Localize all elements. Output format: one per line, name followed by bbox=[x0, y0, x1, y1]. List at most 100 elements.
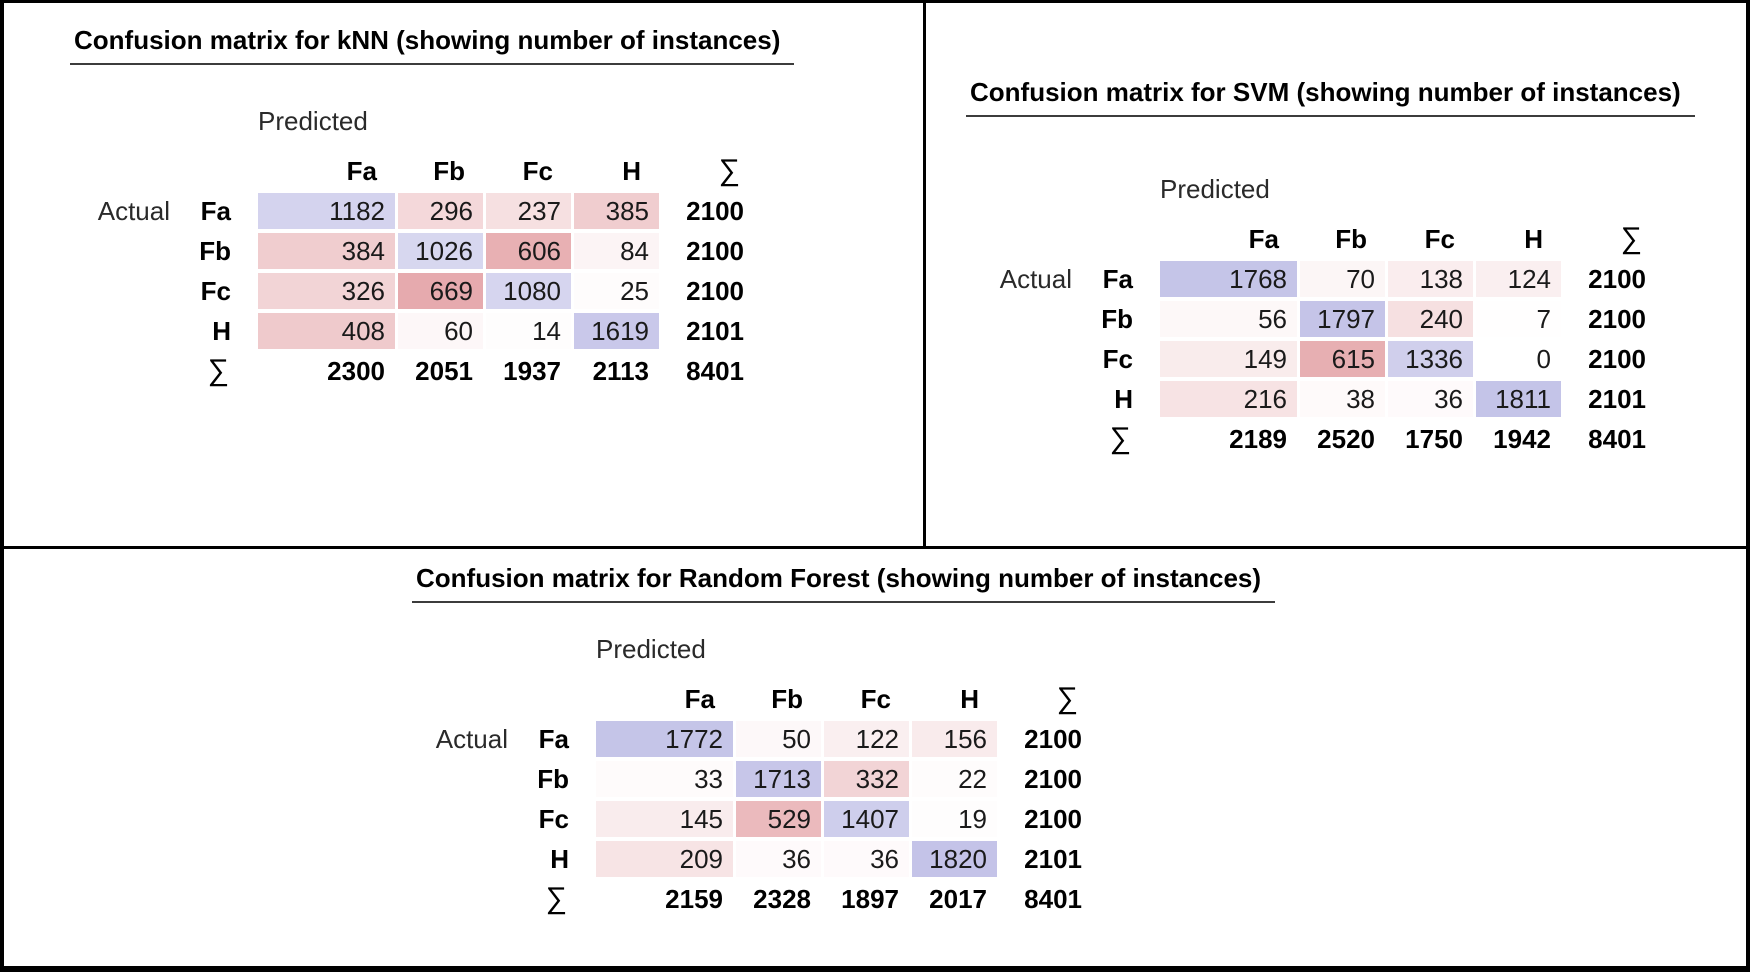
matrix-cell: 1797 bbox=[1300, 301, 1385, 337]
predicted-axis-label: Predicted bbox=[258, 106, 368, 136]
row-total-cell: 2100 bbox=[1588, 343, 1646, 374]
row-total-cell: 2100 bbox=[1024, 723, 1082, 754]
row-header-fb: Fb bbox=[1101, 303, 1133, 334]
col-header-h: H bbox=[1524, 223, 1543, 254]
spacer bbox=[990, 381, 1078, 417]
spacer bbox=[426, 801, 514, 837]
sum-column-header: ∑ bbox=[1056, 682, 1078, 715]
col-header-fb: Fb bbox=[433, 155, 465, 186]
spacer bbox=[88, 273, 176, 309]
matrix-cell: 296 bbox=[398, 193, 483, 229]
matrix-cell: 38 bbox=[1300, 381, 1385, 417]
matrix-cell: 1820 bbox=[912, 841, 997, 877]
sum-row-header: ∑ bbox=[1109, 422, 1131, 455]
matrix-cell: 14 bbox=[486, 313, 571, 349]
panel-knn-confusion-matrix: Confusion matrix for kNN (showing number… bbox=[4, 3, 923, 546]
predicted-axis-label: Predicted bbox=[1160, 174, 1270, 204]
column-total-cell: 2017 bbox=[929, 883, 987, 914]
row-total-cell: 2100 bbox=[686, 195, 744, 226]
row-total-cell: 2101 bbox=[686, 315, 744, 346]
spacer bbox=[426, 881, 514, 917]
matrix-cell: 19 bbox=[912, 801, 997, 837]
row-total-cell: 2100 bbox=[686, 275, 744, 306]
row-total-cell: 2101 bbox=[1024, 843, 1082, 874]
matrix-cell: 606 bbox=[486, 233, 571, 269]
matrix-cell: 36 bbox=[736, 841, 821, 877]
sum-column-header: ∑ bbox=[718, 154, 740, 187]
spacer bbox=[990, 221, 1078, 257]
matrix-cell: 145 bbox=[596, 801, 733, 837]
col-header-fb: Fb bbox=[1335, 223, 1367, 254]
col-header-fc: Fc bbox=[1424, 223, 1455, 254]
matrix-cell: 1407 bbox=[824, 801, 909, 837]
svm-matrix-title: Confusion matrix for SVM (showing number… bbox=[966, 77, 1695, 117]
svm-matrix-grid: Fa Fb Fc H ∑ Actual Fa 1768 70 138 124 2100 Fb 56 1797… bbox=[990, 221, 1656, 457]
column-total-cell: 2520 bbox=[1317, 423, 1375, 454]
spacer bbox=[426, 681, 514, 717]
matrix-cell: 70 bbox=[1300, 261, 1385, 297]
matrix-cell: 36 bbox=[1388, 381, 1473, 417]
matrix-cell: 156 bbox=[912, 721, 997, 757]
panel-random-forest-confusion-matrix: Confusion matrix for Random Forest (show… bbox=[4, 549, 1746, 966]
column-total-cell: 1897 bbox=[841, 883, 899, 914]
row-total-cell: 2100 bbox=[1024, 763, 1082, 794]
col-header-fa: Fa bbox=[1248, 223, 1279, 254]
random-forest-matrix: Predicted Fa Fb Fc H ∑ Actual Fa 1772 50 122 156 21… bbox=[426, 635, 1092, 917]
column-total-cell: 2328 bbox=[753, 883, 811, 914]
matrix-cell: 209 bbox=[596, 841, 733, 877]
knn-matrix: Predicted Fa Fb Fc H ∑ Actual Fa 1182 296 237 385 2… bbox=[88, 107, 754, 389]
row-header-fc: Fc bbox=[1102, 343, 1133, 374]
grand-total-cell: 8401 bbox=[686, 355, 744, 386]
row-total-cell: 2100 bbox=[1588, 303, 1646, 334]
actual-axis-label: Actual bbox=[435, 723, 508, 754]
matrix-cell: 50 bbox=[736, 721, 821, 757]
matrix-cell: 1619 bbox=[574, 313, 659, 349]
col-header-fa: Fa bbox=[684, 683, 715, 714]
matrix-cell: 216 bbox=[1160, 381, 1297, 417]
matrix-cell: 1713 bbox=[736, 761, 821, 797]
matrix-cell: 33 bbox=[596, 761, 733, 797]
row-header-fa: Fa bbox=[538, 723, 569, 754]
knn-matrix-grid: Fa Fb Fc H ∑ Actual Fa 1182 296 237 385 2100 Fb 384 10… bbox=[88, 153, 754, 389]
spacer bbox=[517, 681, 593, 717]
matrix-cell: 149 bbox=[1160, 341, 1297, 377]
random-forest-matrix-title: Confusion matrix for Random Forest (show… bbox=[412, 563, 1276, 603]
matrix-cell: 60 bbox=[398, 313, 483, 349]
random-forest-matrix-grid: Fa Fb Fc H ∑ Actual Fa 1772 50 122 156 2100 Fb 33 1713… bbox=[426, 681, 1092, 917]
row-header-h: H bbox=[550, 843, 569, 874]
grand-total-cell: 8401 bbox=[1588, 423, 1646, 454]
matrix-cell: 384 bbox=[258, 233, 395, 269]
row-header-h: H bbox=[1114, 383, 1133, 414]
matrix-cell: 669 bbox=[398, 273, 483, 309]
matrix-cell: 1772 bbox=[596, 721, 733, 757]
horizontal-panel-divider bbox=[4, 546, 1746, 549]
col-header-h: H bbox=[960, 683, 979, 714]
col-header-h: H bbox=[622, 155, 641, 186]
row-header-fc: Fc bbox=[200, 275, 231, 306]
matrix-cell: 84 bbox=[574, 233, 659, 269]
row-header-h: H bbox=[212, 315, 231, 346]
spacer bbox=[88, 353, 176, 389]
matrix-cell: 237 bbox=[486, 193, 571, 229]
grand-total-cell: 8401 bbox=[1024, 883, 1082, 914]
matrix-cell: 1336 bbox=[1388, 341, 1473, 377]
matrix-cell: 1182 bbox=[258, 193, 395, 229]
row-header-fc: Fc bbox=[538, 803, 569, 834]
matrix-cell: 1026 bbox=[398, 233, 483, 269]
spacer bbox=[1081, 221, 1157, 257]
matrix-cell: 122 bbox=[824, 721, 909, 757]
matrix-cell: 36 bbox=[824, 841, 909, 877]
spacer bbox=[88, 313, 176, 349]
matrix-cell: 124 bbox=[1476, 261, 1561, 297]
matrix-cell: 326 bbox=[258, 273, 395, 309]
spacer bbox=[88, 153, 176, 189]
sum-row-header: ∑ bbox=[207, 354, 229, 387]
column-total-cell: 2189 bbox=[1229, 423, 1287, 454]
matrix-cell: 615 bbox=[1300, 341, 1385, 377]
vertical-panel-divider bbox=[923, 3, 926, 549]
column-total-cell: 2113 bbox=[592, 355, 649, 386]
spacer bbox=[990, 341, 1078, 377]
col-header-fa: Fa bbox=[346, 155, 377, 186]
spacer bbox=[990, 421, 1078, 457]
matrix-cell: 1080 bbox=[486, 273, 571, 309]
